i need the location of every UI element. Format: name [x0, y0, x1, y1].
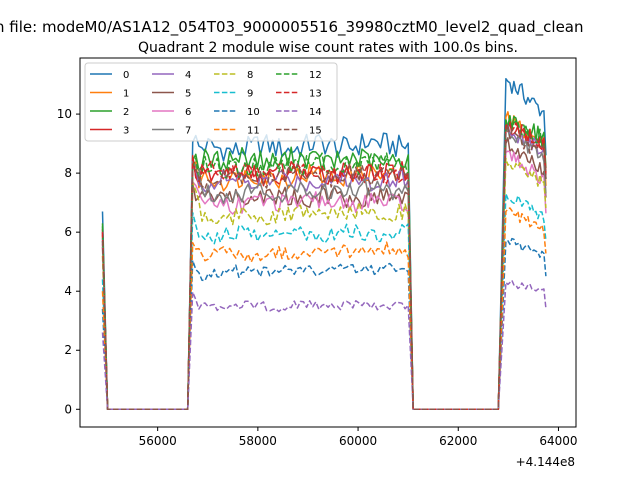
legend-label-9: 9	[247, 89, 253, 100]
legend-label-0: 0	[123, 70, 129, 81]
x-tick-label: 60000	[339, 434, 377, 448]
series-line-9	[101, 193, 547, 411]
y-axis: 0 2 4 6 8 10	[57, 107, 80, 416]
x-tick-label: 62000	[439, 434, 477, 448]
series-line-14	[101, 279, 547, 411]
plot-frame	[79, 57, 577, 428]
series-line-1	[101, 111, 547, 411]
series-line-12	[101, 115, 547, 411]
legend-label-15: 15	[309, 126, 322, 137]
legend-label-7: 7	[185, 126, 191, 137]
legend-label-6: 6	[185, 107, 191, 118]
legend-label-1: 1	[123, 89, 129, 100]
x-tick-label: 56000	[139, 434, 177, 448]
series-line-11	[101, 207, 547, 411]
legend-label-3: 3	[123, 126, 129, 137]
legend-label-14: 14	[309, 107, 322, 118]
figure-suptitle: n file: modeM0/AS1A12_054T03_9000005516_…	[0, 18, 584, 37]
y-tick-label: 0	[64, 402, 72, 416]
series-line-8	[101, 157, 547, 411]
y-tick-label: 4	[64, 284, 72, 298]
legend-label-8: 8	[247, 70, 253, 81]
legend-label-5: 5	[185, 89, 191, 100]
legend-frame	[84, 62, 338, 142]
series-line-10	[101, 237, 547, 411]
x-axis: 56000 58000 60000 62000 64000	[139, 427, 578, 448]
series-line-2	[101, 114, 547, 411]
y-tick-label: 6	[64, 225, 72, 239]
legend-label-11: 11	[247, 126, 260, 137]
series-line-15	[101, 124, 547, 411]
x-offset-label: +4.144e8	[516, 455, 575, 469]
legend-label-10: 10	[247, 107, 260, 118]
y-tick-label: 10	[57, 107, 72, 121]
y-tick-label: 2	[64, 343, 72, 357]
x-tick-label: 58000	[239, 434, 277, 448]
legend-label-13: 13	[309, 89, 322, 100]
series-layer	[101, 77, 547, 411]
legend-label-4: 4	[185, 70, 191, 81]
x-tick-label: 64000	[539, 434, 577, 448]
legend-label-2: 2	[123, 107, 129, 118]
chart-title: Quadrant 2 module wise count rates with …	[138, 40, 518, 56]
legend-label-12: 12	[309, 70, 322, 81]
y-tick-label: 8	[64, 166, 72, 180]
